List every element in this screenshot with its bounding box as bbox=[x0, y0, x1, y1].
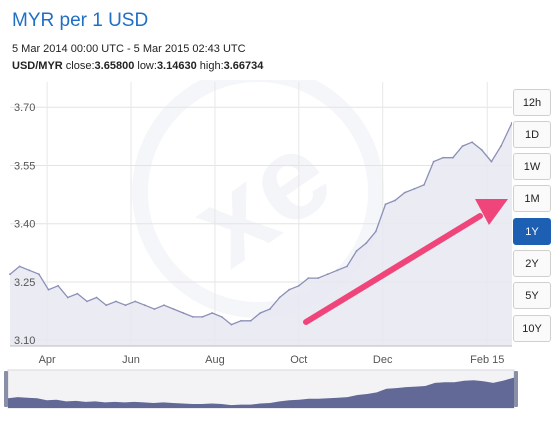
high-value: 3.66734 bbox=[223, 60, 264, 72]
data-point bbox=[452, 156, 454, 159]
data-point bbox=[394, 199, 396, 202]
x-tick-label: Apr bbox=[39, 354, 56, 366]
data-point bbox=[220, 316, 223, 318]
data-point bbox=[374, 230, 377, 233]
data-point bbox=[86, 300, 88, 303]
range-button-1m[interactable]: 1M bbox=[513, 185, 551, 212]
series-area bbox=[10, 122, 512, 346]
range-button-1y[interactable]: 1Y bbox=[513, 218, 551, 245]
y-tick-label: 3.40 bbox=[14, 219, 35, 231]
data-point bbox=[269, 308, 271, 310]
navigator-right-handle[interactable] bbox=[514, 371, 518, 407]
rate-summary: USD/MYR close:3.65800 low:3.14630 high:3… bbox=[12, 60, 263, 72]
data-point bbox=[240, 319, 243, 322]
data-point bbox=[249, 319, 252, 322]
low-label: low: bbox=[137, 60, 157, 72]
x-tick-label: Oct bbox=[290, 354, 307, 366]
y-tick-label: 3.10 bbox=[14, 335, 35, 347]
data-point bbox=[355, 250, 358, 252]
close-value: 3.65800 bbox=[94, 60, 135, 72]
y-axis: 3.70 3.55 3.40 3.25 3.10 bbox=[14, 102, 35, 347]
data-point bbox=[134, 300, 137, 303]
data-point bbox=[471, 141, 473, 144]
data-point bbox=[124, 304, 127, 307]
data-point bbox=[153, 308, 156, 310]
high-label: high: bbox=[199, 60, 224, 72]
data-point bbox=[38, 273, 40, 276]
data-point bbox=[346, 265, 348, 268]
data-point bbox=[201, 316, 204, 318]
y-tick-label: 3.70 bbox=[14, 102, 35, 114]
page-title: MYR per 1 USD bbox=[12, 10, 149, 31]
data-point bbox=[182, 312, 185, 314]
data-point bbox=[413, 187, 416, 190]
navigator-area bbox=[8, 377, 514, 408]
data-point bbox=[297, 284, 300, 287]
close-label: close: bbox=[65, 60, 95, 72]
data-point bbox=[442, 156, 445, 159]
y-tick-label: 3.55 bbox=[14, 160, 35, 172]
data-point bbox=[278, 296, 281, 299]
data-point bbox=[403, 191, 406, 194]
data-point bbox=[172, 308, 175, 310]
low-value: 3.14630 bbox=[156, 60, 197, 72]
data-point bbox=[163, 304, 165, 307]
data-point bbox=[105, 304, 108, 307]
data-point bbox=[230, 323, 233, 326]
data-point bbox=[423, 184, 425, 186]
data-point bbox=[259, 312, 262, 314]
data-point bbox=[28, 269, 31, 272]
navigator-series bbox=[7, 369, 515, 409]
range-button-5y[interactable]: 5Y bbox=[513, 282, 551, 309]
range-button-2y[interactable]: 2Y bbox=[513, 250, 551, 277]
range-button-1w[interactable]: 1W bbox=[513, 153, 551, 180]
svg-text:xe: xe bbox=[168, 105, 354, 291]
range-navigator[interactable] bbox=[0, 368, 524, 412]
data-point bbox=[336, 269, 339, 272]
chart-area bbox=[9, 121, 512, 347]
x-tick-label: Jun bbox=[122, 354, 140, 366]
rate-chart[interactable]: xe 3.70 3.55 3.40 3.25 3.10 Apr Jun Aug Oct Dec F… bbox=[0, 80, 512, 368]
range-button-12h[interactable]: 12h bbox=[513, 89, 551, 116]
date-range: 5 Mar 2014 00:00 UTC - 5 Mar 2015 02:43 … bbox=[12, 43, 246, 55]
data-point bbox=[192, 316, 194, 318]
annotation-arrow-icon bbox=[303, 199, 508, 325]
data-point bbox=[490, 160, 493, 163]
data-point bbox=[432, 160, 435, 163]
data-point bbox=[365, 242, 368, 245]
data-point bbox=[95, 296, 98, 299]
data-point bbox=[317, 277, 319, 279]
data-point bbox=[500, 145, 502, 147]
x-tick-label: Aug bbox=[205, 354, 225, 366]
data-point bbox=[47, 288, 50, 291]
data-point bbox=[511, 121, 512, 124]
y-tick-label: 3.25 bbox=[14, 277, 35, 289]
data-point bbox=[288, 288, 291, 291]
currency-pair: USD/MYR bbox=[12, 60, 63, 72]
data-point bbox=[115, 300, 117, 303]
data-point bbox=[9, 273, 11, 276]
data-point bbox=[143, 304, 146, 307]
data-point bbox=[307, 277, 310, 279]
x-tick-label: Dec bbox=[373, 354, 393, 366]
data-point bbox=[76, 292, 79, 295]
x-tick-label: Feb 15 bbox=[470, 354, 504, 366]
range-button-10y[interactable]: 10Y bbox=[513, 315, 551, 342]
data-point bbox=[211, 312, 214, 314]
data-point bbox=[66, 296, 69, 299]
data-point bbox=[480, 149, 483, 151]
x-axis: Apr Jun Aug Oct Dec Feb 15 bbox=[39, 354, 505, 366]
data-point bbox=[57, 284, 59, 287]
data-point bbox=[461, 145, 464, 147]
navigator-left-handle[interactable] bbox=[4, 371, 8, 407]
range-button-1d[interactable]: 1D bbox=[513, 121, 551, 148]
data-point bbox=[18, 265, 21, 268]
data-point bbox=[326, 273, 329, 276]
data-point bbox=[384, 203, 387, 206]
